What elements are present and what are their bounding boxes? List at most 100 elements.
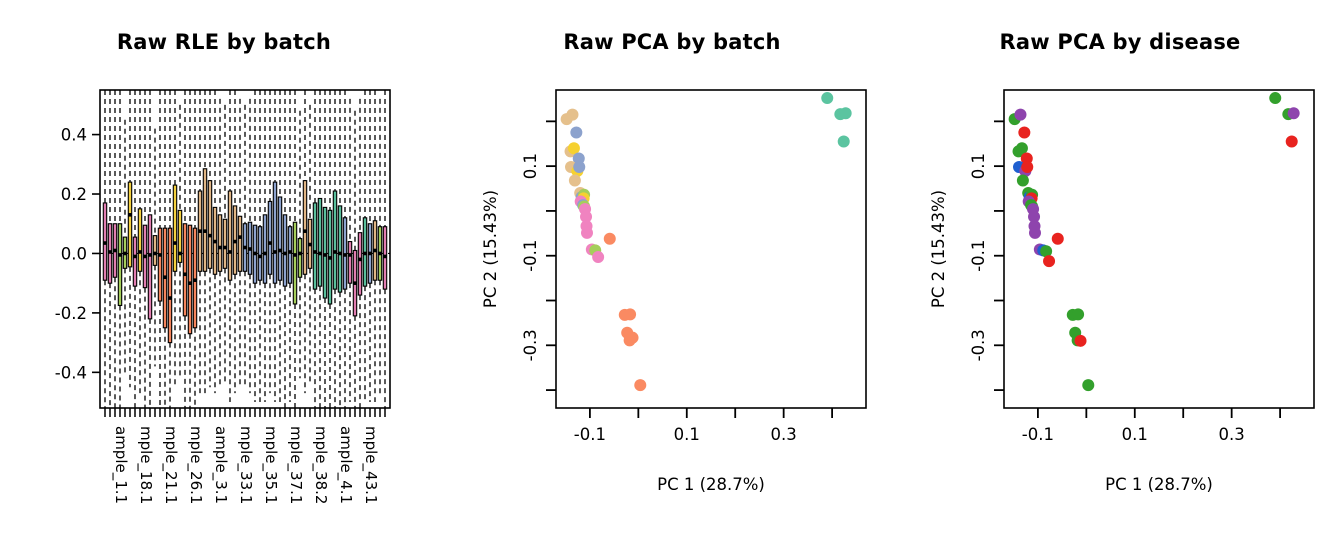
x-tick-label: 0.1 [1122,425,1148,444]
scatter-point [1028,210,1041,223]
box-rect [137,208,143,272]
y-tick-label: 0.1 [969,153,988,179]
x-category-label: mple_43.1 [361,426,380,504]
boxplot-box [302,90,308,394]
boxplot-box [147,90,153,408]
box-rect [322,206,328,299]
boxplot-box [337,90,343,408]
y-tick-label: -0.4 [55,363,87,382]
x-axis-title: PC 1 (28.7%) [657,475,765,494]
boxplot-box [352,110,358,408]
box-rect [177,209,183,263]
boxplot-box [132,90,138,408]
boxplot-box [227,90,233,403]
boxplot-box [372,90,378,403]
scatter-point [1020,152,1033,165]
y-tick-label: -0.1 [521,240,540,272]
boxplot-box [107,90,113,408]
box-rect [167,227,173,344]
scatter-point [1015,142,1028,155]
scatter-point [603,232,616,245]
scatter-point [566,108,579,121]
scatter-point [570,126,583,139]
scatter-point [1016,174,1029,187]
scatter-point [567,142,580,155]
boxplot-box [197,90,203,394]
x-category-label: ample_4.1 [336,426,355,504]
box-rect [312,202,318,290]
box-rect [202,168,208,272]
box-rect [207,180,213,269]
boxplot-box [242,104,248,388]
panel-raw-pca-by-disease: Raw PCA by disease -0.1 0.1 0.3 0.1 -0.1 -0.3… [896,0,1344,537]
x-category-label: mple_21.1 [161,426,180,504]
panel-title-pca-disease: Raw PCA by disease [999,30,1241,54]
box-rect [182,223,188,317]
scatter-point [1072,308,1085,321]
y-tick-label: 0.1 [521,153,540,179]
box-rect [347,241,353,284]
scatter-point [580,210,593,223]
boxplot-box [317,90,323,408]
panel-raw-rle-by-batch: Raw RLE by batch 0.4 0.2 0.0 -0.2 -0.4 ample_… [0,0,448,537]
box-rect [222,218,228,269]
boxplot-box [312,90,318,408]
boxplot-box [247,98,253,394]
boxplot-box [207,90,213,388]
boxplot-box [237,98,243,388]
box-rect [287,226,293,284]
scatter-point [1051,232,1064,245]
boxplot-box [327,90,333,408]
boxplot-box [222,104,228,385]
box-rect [127,181,133,268]
scatter-point [1074,334,1087,347]
x-tick-label: -0.1 [574,425,606,444]
boxplot-box [112,90,118,408]
x-category-label: ample_1.1 [111,426,130,504]
scatter-point [837,135,850,148]
box-rect [297,238,303,278]
x-tick-label: 0.1 [674,425,700,444]
rle-plot-area [100,90,390,408]
boxplot-box [357,98,363,408]
y-axis-title: PC 2 (15.43%) [929,190,948,308]
scatter-point [568,174,581,187]
scatter-point [821,92,834,105]
boxplot-box [202,90,208,394]
box-rect [337,205,343,293]
x-axis-title: PC 1 (28.7%) [1105,475,1213,494]
boxplot-box [262,90,268,403]
x-tick-label: 0.3 [771,425,797,444]
panel-border [555,89,867,409]
box-rect [192,227,198,329]
scatter-point [1018,126,1031,139]
rle-boxplot-svg: 0.4 0.2 0.0 -0.2 -0.4 ample_1.1 mple_18.1 mple_… [55,89,391,504]
boxplot-box [297,110,303,379]
y-tick-label: -0.2 [55,304,87,323]
box-rect [152,235,158,266]
boxplot-box [232,90,238,394]
scatter-point [1287,107,1300,120]
scatter-point [624,308,637,321]
scatter-point [623,334,636,347]
box-rect [267,200,273,275]
boxplot-box [252,90,258,403]
box-rect [277,196,283,281]
boxplot-box [272,90,278,403]
boxplot-box [117,90,123,408]
box-rect [257,226,263,281]
box-rect [147,214,153,320]
box-rect [262,214,268,284]
scatter-point [1014,108,1027,121]
box-rect [357,232,363,296]
scatter-point [1082,379,1095,392]
scatter-point [592,251,605,264]
boxplot-box [152,128,158,367]
box-rect [332,190,338,290]
boxplot-box [127,90,133,388]
boxplot-box [277,90,283,403]
x-category-label: mple_35.1 [261,426,280,504]
x-category-label: mple_37.1 [286,426,305,504]
scatter-point [839,107,852,120]
boxplot-box [267,90,273,394]
